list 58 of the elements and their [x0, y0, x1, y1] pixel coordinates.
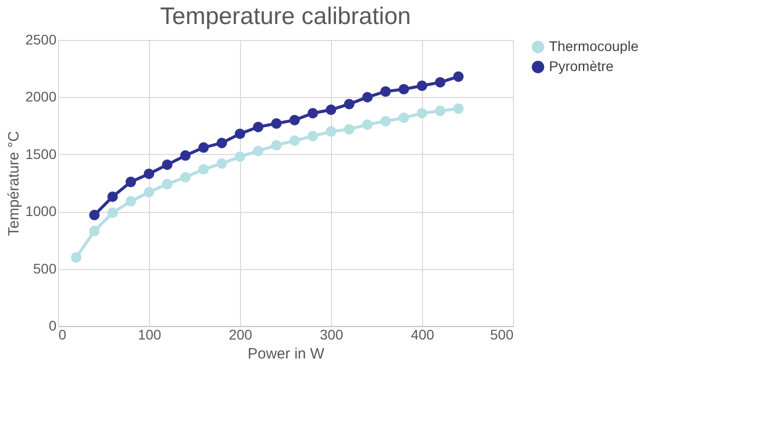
chart-title: Temperature calibration [160, 3, 411, 30]
point [162, 159, 172, 170]
point [380, 86, 391, 97]
point [398, 112, 410, 124]
point [126, 196, 136, 207]
point [398, 84, 410, 94]
point [126, 176, 136, 188]
point [308, 108, 318, 118]
point [216, 138, 228, 148]
point [308, 130, 318, 142]
point [453, 103, 464, 114]
point [344, 98, 354, 110]
point [416, 80, 428, 91]
point [434, 77, 446, 88]
point [107, 191, 118, 202]
point [252, 146, 264, 156]
point [216, 158, 228, 169]
point [344, 124, 354, 134]
point [180, 150, 191, 161]
y-tick-label: 500 [33, 260, 57, 276]
point [326, 126, 336, 137]
point [180, 172, 191, 183]
legend-label: Pyromètre [549, 58, 614, 74]
y-tick-label: 2000 [25, 88, 57, 105]
point [453, 71, 464, 82]
point [198, 142, 209, 153]
point [380, 116, 391, 126]
point [252, 122, 264, 132]
x-tick-label: 400 [410, 326, 434, 342]
point [362, 92, 373, 102]
x-tick-label: 200 [228, 326, 252, 342]
point [434, 106, 446, 116]
legend-label: Thermocouple [549, 38, 639, 54]
point [198, 164, 209, 175]
point [89, 226, 100, 236]
y-tick-label: 1500 [25, 146, 57, 162]
point [416, 108, 428, 118]
y-axis-title: Température °C [5, 130, 22, 236]
x-axis-title: Power in W [248, 346, 326, 362]
point [234, 151, 246, 162]
point [144, 186, 154, 198]
point [70, 252, 82, 263]
point [271, 118, 282, 129]
point [326, 104, 336, 116]
x-tick-label: 500 [490, 326, 514, 342]
point [289, 114, 300, 126]
x-tick-label: 100 [138, 326, 162, 342]
point [271, 140, 282, 150]
point [234, 128, 246, 140]
point [362, 119, 373, 130]
x-tick-label: 300 [320, 326, 344, 342]
point [289, 135, 300, 146]
point [162, 178, 172, 190]
y-tick-label: 1000 [25, 203, 57, 220]
point [144, 168, 154, 180]
y-tick-label: 2500 [25, 32, 57, 48]
point [89, 210, 100, 220]
point [107, 208, 118, 218]
